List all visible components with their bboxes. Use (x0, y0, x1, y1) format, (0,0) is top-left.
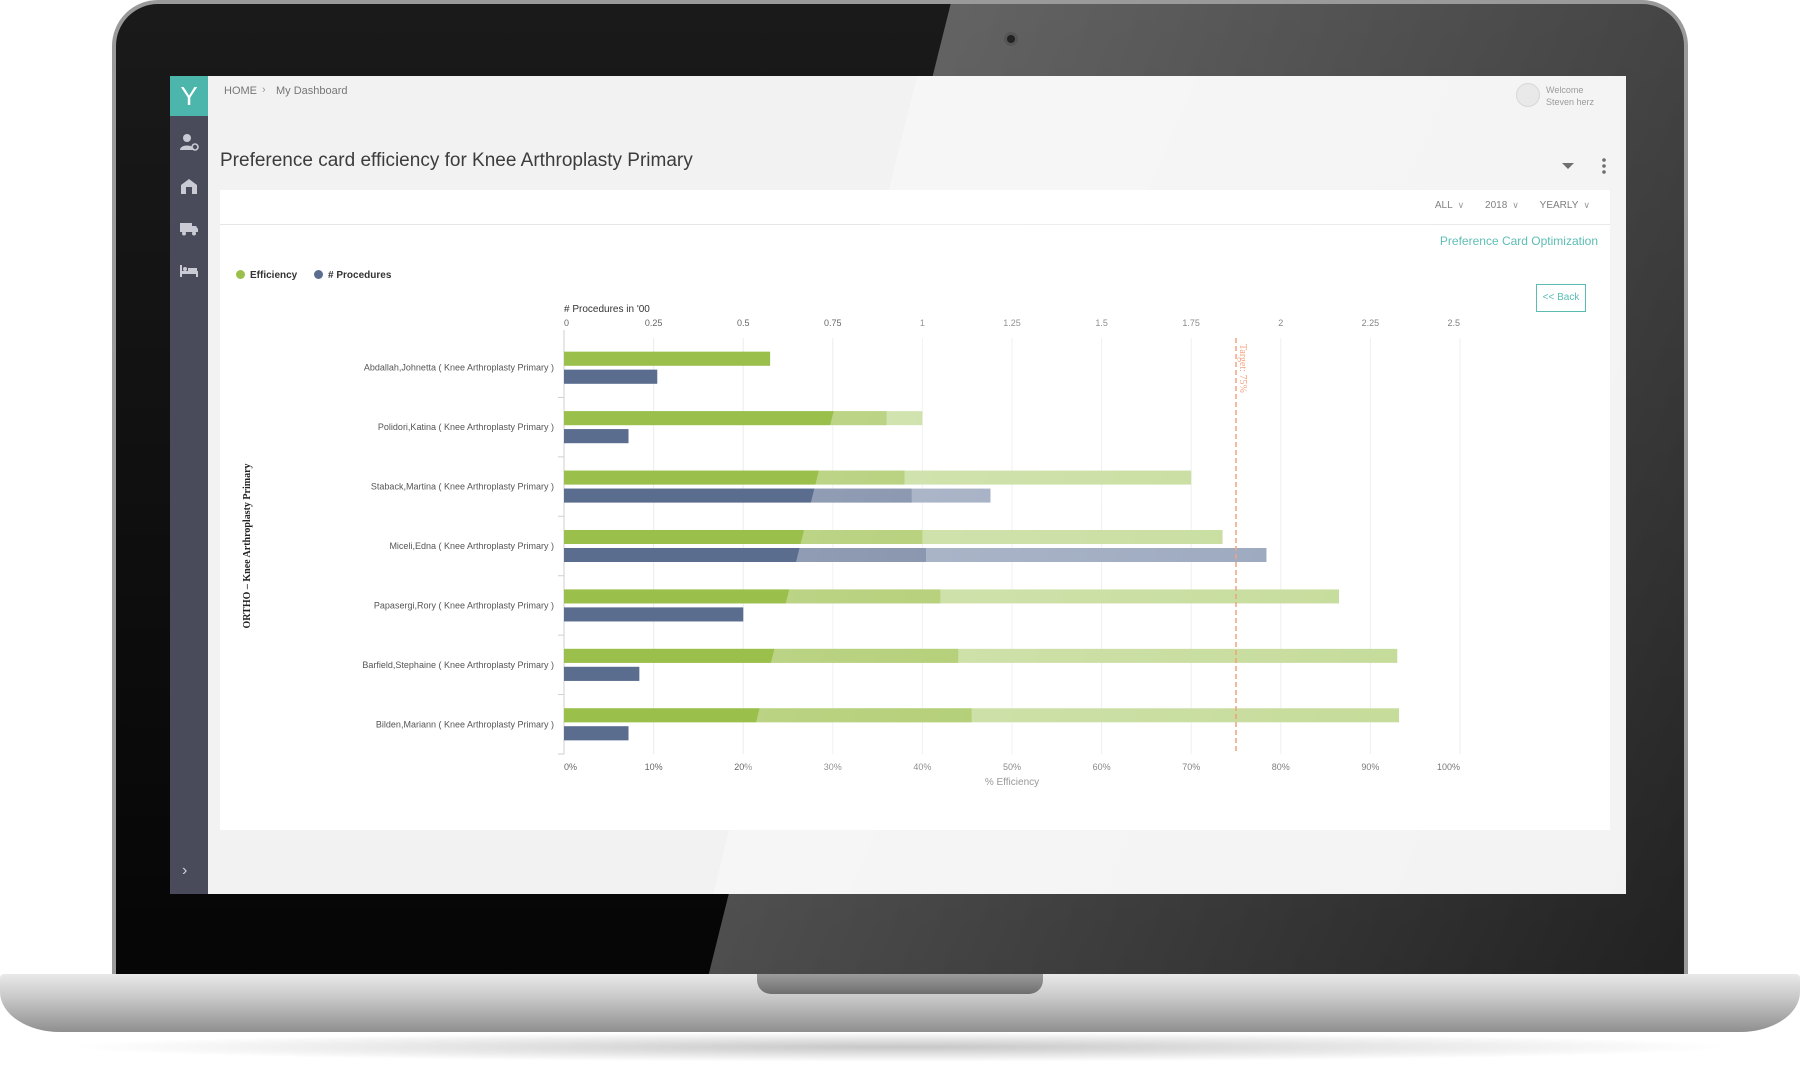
card-divider (220, 224, 1610, 225)
procedures-bar-dark (564, 429, 629, 444)
legend-dot-procedures (314, 270, 324, 279)
procedures-bar-dark (564, 369, 658, 384)
truck-icon[interactable] (179, 218, 199, 238)
procedures-bar-dark (564, 488, 912, 503)
bottom-tick-label: 90% (1361, 762, 1379, 772)
filter-scope[interactable]: ALL ∨ (1435, 200, 1464, 211)
filter-year-label: 2018 (1485, 200, 1508, 211)
top-tick-label: 1.25 (1003, 318, 1021, 328)
efficiency-bar-dark (564, 411, 887, 426)
efficiency-bar-dark (564, 530, 923, 544)
legend-label-efficiency: Efficiency (250, 270, 298, 281)
efficiency-bar-dark (564, 648, 959, 663)
legend-item-procedures[interactable]: # Procedures (314, 270, 391, 281)
page-title: Preference card efficiency for Knee Arth… (220, 150, 693, 171)
bottom-tick-label: 40% (913, 762, 931, 772)
avatar[interactable] (1516, 83, 1540, 107)
breadcrumb-dashboard[interactable]: My Dashboard (276, 85, 348, 97)
welcome-label: Welcome (1546, 85, 1584, 95)
filter-period[interactable]: YEARLY ∨ (1540, 200, 1590, 211)
top-tick-label: 0.75 (824, 318, 842, 328)
user-name: Steven herz (1546, 97, 1595, 107)
top-tick-label: 0 (564, 318, 569, 328)
filter-bar: ALL ∨ 2018 ∨ YEARLY ∨ (1417, 200, 1590, 220)
laptop-notch (757, 974, 1043, 994)
chart-card: ALL ∨ 2018 ∨ YEARLY ∨ Preference Card Optim… (220, 190, 1610, 830)
top-tick-label: 2 (1278, 318, 1283, 328)
top-tick-label: 1.5 (1095, 318, 1108, 328)
efficiency-bar-dark (564, 589, 941, 604)
title-actions (1562, 158, 1606, 174)
category-label: Bilden,Mariann ( Knee Arthroplasty Prima… (376, 719, 554, 729)
bar-chart: # Procedures in '00 0 0.25 0.5 0.75 1 1.25 1.5 1… (242, 304, 1461, 788)
bottom-tick-label: 10% (645, 762, 663, 772)
filter-year[interactable]: 2018 ∨ (1485, 200, 1519, 211)
top-tick-label: 0.5 (737, 318, 750, 328)
efficiency-bar-dark (564, 708, 972, 723)
user-welcome: Welcome Steven herz (1546, 84, 1594, 108)
filter-period-label: YEARLY (1539, 200, 1579, 211)
bottom-axis-title: % Efficiency (985, 777, 1039, 788)
top-bar: HOME › My Dashboard Welcome Steven herz (208, 76, 1626, 112)
procedures-bar-dark (564, 666, 640, 681)
category-label: Staback,Martina ( Knee Arthroplasty Prim… (371, 482, 554, 492)
efficiency-bar-dark (564, 351, 771, 366)
category-label: Abdallah,Johnetta ( Knee Arthroplasty Pr… (364, 363, 554, 373)
preference-card-optimization-link[interactable]: Preference Card Optimization (1439, 234, 1598, 248)
bottom-tick-label: 70% (1182, 762, 1200, 772)
breadcrumb-home[interactable]: HOME (224, 85, 257, 97)
chevron-down-icon: ∨ (1512, 200, 1519, 210)
category-label: Miceli,Edna ( Knee Arthroplasty Primary … (389, 541, 554, 551)
screen: Y › HOME › My Dashboard (170, 76, 1626, 894)
category-label: Papasergi,Rory ( Knee Arthroplasty Prima… (374, 600, 554, 610)
procedures-bar-dark (564, 548, 926, 562)
legend-label-procedures: # Procedures (328, 270, 392, 281)
dropdown-caret-icon[interactable] (1562, 163, 1574, 169)
user-settings-icon[interactable] (179, 132, 199, 152)
user-menu[interactable]: Welcome Steven herz (1516, 82, 1606, 112)
laptop-shadow (60, 1032, 1740, 1062)
chevron-down-icon: ∨ (1457, 200, 1465, 210)
webcam (1004, 32, 1018, 46)
bottom-tick-label: 80% (1272, 762, 1290, 772)
top-tick-label: 1 (920, 318, 925, 328)
bottom-tick-label: 30% (824, 762, 842, 772)
category-label: Barfield,Stephaine ( Knee Arthroplasty P… (362, 660, 554, 670)
back-button[interactable]: << Back (1536, 284, 1586, 312)
building-icon[interactable] (179, 176, 199, 196)
sidebar: Y › (170, 76, 208, 894)
app-logo[interactable]: Y (170, 76, 208, 116)
breadcrumb-separator-icon: › (262, 84, 266, 96)
top-tick-label: 2.25 (1362, 318, 1380, 328)
filter-scope-label: ALL (1434, 200, 1453, 211)
bed-icon[interactable] (179, 260, 199, 280)
efficiency-bar-dark (564, 470, 905, 485)
top-axis-title: # Procedures in '00 (564, 304, 650, 315)
bottom-tick-label: 20% (734, 762, 752, 772)
target-label: Target: 75% (1237, 344, 1248, 393)
bottom-tick-label: 50% (1003, 762, 1021, 772)
procedures-bar-dark (564, 726, 629, 741)
bottom-tick-label: 60% (1093, 762, 1111, 772)
bottom-tick-label: 100% (1437, 762, 1460, 772)
legend-dot-efficiency (236, 270, 245, 279)
top-tick-label: 0.25 (645, 318, 663, 328)
top-tick-label: 1.75 (1182, 318, 1200, 328)
top-tick-label: 2.5 (1447, 318, 1460, 328)
group-label: ORTHO – Knee Arthroplasty Primary (242, 463, 253, 628)
bottom-tick-label: 0% (564, 762, 577, 772)
chevron-down-icon: ∨ (1583, 200, 1590, 210)
chevron-right-icon[interactable]: › (182, 862, 188, 879)
legend-item-efficiency[interactable]: Efficiency (236, 270, 297, 281)
legend: Efficiency # Procedures (236, 270, 405, 281)
category-label: Polidori,Katina ( Knee Arthroplasty Prim… (378, 422, 554, 432)
procedures-bar-dark (564, 607, 744, 622)
more-options-icon[interactable] (1602, 158, 1606, 174)
